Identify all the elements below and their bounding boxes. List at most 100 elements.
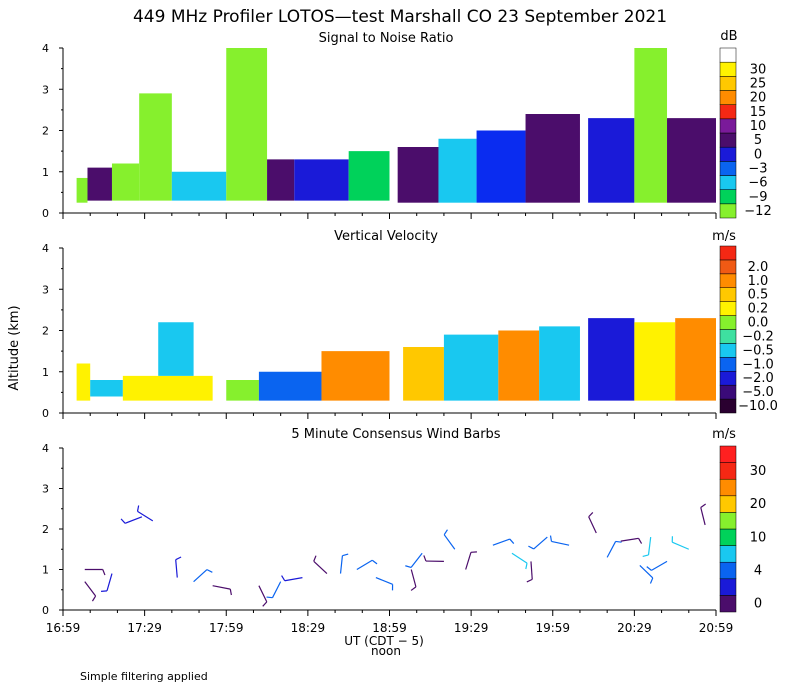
wind-barb-flag	[525, 562, 528, 570]
y-tick-label: 1	[42, 366, 49, 379]
data-cell	[158, 322, 194, 376]
x-tick-label: 20:59	[699, 621, 734, 635]
colorbar-swatch	[719, 189, 737, 205]
figure-title: 449 MHz Profiler LOTOS—test Marshall CO …	[133, 7, 667, 27]
y-tick-label: 2	[42, 325, 49, 338]
wind-barb-shaft	[212, 585, 231, 590]
colorbar-swatch	[719, 104, 737, 120]
wind-barb-flag	[638, 538, 643, 544]
colorbar-label: 0	[754, 597, 762, 612]
data-cell	[438, 138, 477, 203]
y-tick-label: 4	[42, 42, 49, 55]
wind-barb-flag	[443, 529, 448, 536]
data-cell	[634, 322, 676, 401]
colorbar-swatch	[719, 545, 737, 563]
wind-barb-shaft	[84, 581, 97, 597]
data-cell	[90, 380, 123, 397]
snr-colorbar-unit: dB	[720, 29, 737, 44]
colorbar-swatch	[719, 512, 737, 530]
colorbar-swatch	[719, 315, 737, 330]
data-cell	[476, 130, 526, 203]
data-cell	[226, 380, 259, 401]
wind-barb-shaft	[410, 569, 417, 588]
colorbar-label: −12	[744, 204, 771, 219]
x-axis-tick-labels: 16:59 17:29 17:59 18:29 18:59 19:29 19:59 20:29…	[46, 621, 734, 635]
footnote: Simple filtering applied	[80, 670, 208, 683]
wind-barb-flag	[649, 577, 654, 584]
colorbar-label: −0.5	[742, 343, 774, 358]
colorbar-label: 5	[754, 133, 762, 148]
colorbar-label: 15	[750, 105, 767, 120]
colorbar-swatch	[719, 203, 737, 219]
colorbar-swatch	[719, 578, 737, 596]
colorbar-swatch	[719, 259, 737, 275]
wind-barb-shaft	[284, 577, 303, 582]
y-tick-label: 1	[42, 166, 49, 179]
snr-panel-title: Signal to Noise Ratio	[319, 31, 454, 46]
y-tick-label: 0	[42, 604, 49, 617]
wind-barb-flag	[410, 586, 417, 591]
colorbar-swatch	[719, 287, 737, 302]
data-cell	[403, 347, 444, 401]
colorbar-swatch	[719, 343, 737, 358]
colorbar-label: −6	[748, 176, 767, 191]
y-tick-label: 0	[42, 407, 49, 420]
data-cell	[588, 318, 635, 401]
colorbar-label: −10.0	[738, 399, 778, 414]
wind-barb-shaft	[339, 555, 344, 574]
colorbar-swatch	[719, 146, 737, 162]
colorbar-label: 0.5	[748, 288, 769, 303]
y-tick-label: 1	[42, 564, 49, 577]
wind-barb-flag	[526, 578, 533, 583]
wind-barb-shaft	[639, 565, 654, 579]
colorbar-swatch	[719, 132, 737, 148]
colorbar-swatch	[719, 329, 737, 344]
vv-axes: 0 1 2 3 4	[42, 242, 717, 420]
vv-colorbar-unit: m/s	[712, 229, 736, 244]
wind-barb-shaft	[106, 573, 113, 592]
wind-barb-shaft	[533, 536, 548, 550]
colorbar-swatch	[719, 76, 737, 91]
snr-axes: 0 1 2 3 4	[42, 42, 717, 220]
data-cell	[443, 334, 499, 401]
y-tick-label: 3	[42, 483, 49, 496]
colorbar-swatch	[719, 495, 737, 513]
colorbar-label: 1.0	[748, 274, 769, 289]
wind-axes: 0 1 2 3 4	[42, 442, 717, 617]
x-tick-label: 18:59	[372, 621, 407, 635]
wind-barb-flag	[175, 556, 182, 561]
wind-barb-flag	[405, 565, 412, 569]
wind-barb-shaft	[551, 540, 570, 546]
wind-barb-shaft	[465, 552, 472, 570]
wind-barb-flag	[615, 540, 622, 543]
wind-barb-shaft	[492, 538, 511, 546]
wind-barb-flag	[509, 538, 515, 544]
y-tick-label: 0	[42, 207, 49, 220]
x-tick-label: 19:59	[535, 621, 570, 635]
colorbar-swatch	[719, 118, 737, 134]
data-cell	[76, 177, 88, 203]
wind-barb-flag	[229, 589, 232, 596]
colorbar-swatch	[719, 384, 737, 400]
wind-barb-shaft	[410, 552, 423, 568]
wind-barb-flag	[313, 555, 317, 562]
data-cell	[294, 159, 349, 201]
data-cell	[588, 118, 635, 203]
wind-colorbar-unit: m/s	[712, 427, 736, 442]
colorbar-label: 2.0	[748, 260, 769, 275]
data-cell	[76, 363, 91, 401]
data-cell	[267, 159, 295, 201]
colorbar-label: 0.0	[748, 316, 769, 331]
colorbar-label: −1.0	[742, 357, 774, 372]
x-tick-label: 17:59	[209, 621, 244, 635]
wind-barb-shaft	[258, 585, 268, 603]
data-cell	[525, 114, 580, 203]
wind-barb-flag	[136, 505, 140, 512]
colorbar-label: 20	[750, 497, 767, 512]
wind-barb-shaft	[606, 541, 617, 558]
wind-barb-shaft	[271, 581, 282, 598]
y-tick-label: 2	[42, 125, 49, 138]
colorbar-label: −0.2	[742, 329, 774, 344]
colorbar-swatch	[719, 528, 737, 546]
